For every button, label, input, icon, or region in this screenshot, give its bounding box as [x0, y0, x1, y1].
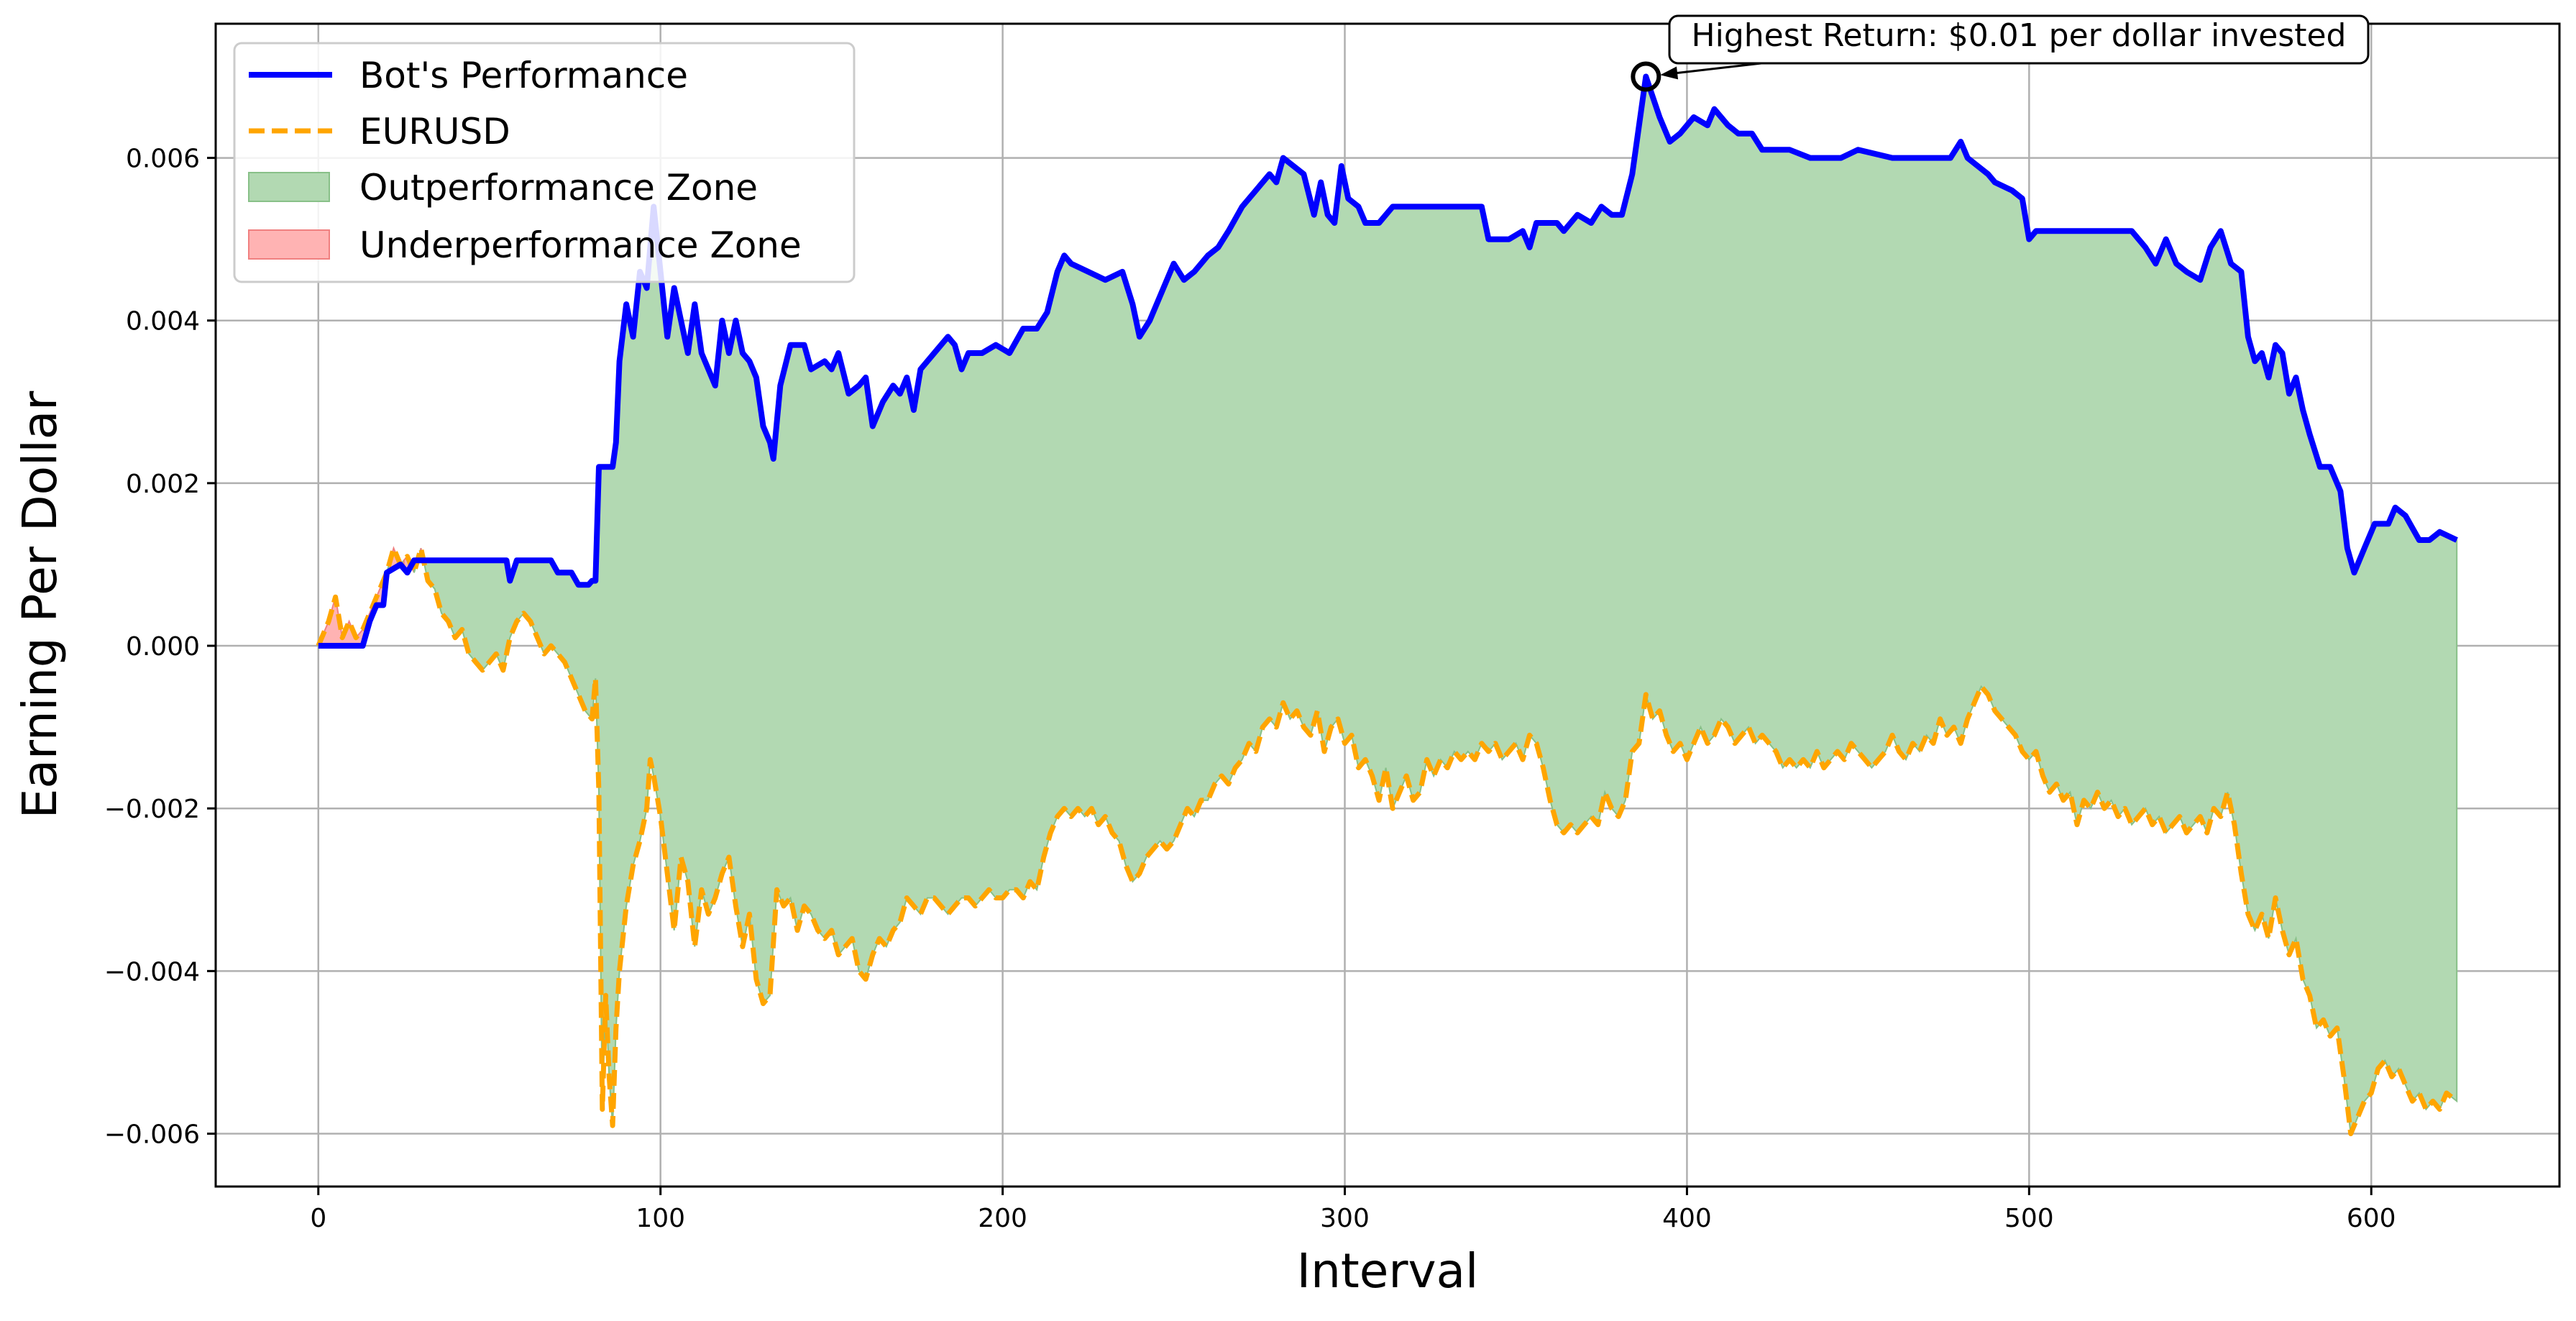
x-axis-title: Interval [1297, 1243, 1479, 1299]
annotation-text: Highest Return: $0.01 per dollar investe… [1692, 17, 2347, 54]
x-tick-label: 100 [636, 1204, 685, 1233]
x-tick-label: 200 [978, 1204, 1027, 1233]
y-tick-label: 0.000 [126, 632, 200, 662]
legend-label-underperformance: Underperformance Zone [359, 224, 802, 266]
x-tick-label: 600 [2347, 1204, 2396, 1233]
bot-performance-line [318, 73, 2458, 649]
annotation-arrow [1672, 62, 1762, 75]
legend-box [233, 42, 856, 283]
y-tick-label: −0.004 [104, 957, 200, 987]
highest-return-annotation: Highest Return: $0.01 per dollar investe… [1631, 14, 2370, 92]
y-tick-label: −0.006 [104, 1120, 200, 1150]
annotation-arrowhead [1660, 66, 1679, 80]
y-tick-label: −0.002 [104, 795, 200, 824]
legend-swatch-outperformance [248, 172, 330, 202]
y-axis-ticks: −0.006 −0.004 −0.002 0.000 0.002 0.004 0.006 [104, 145, 216, 1150]
legend-label-bot: Bot's Performance [359, 55, 688, 96]
legend-label-eurusd: EURUSD [359, 111, 510, 152]
annotation-box [1668, 14, 2370, 65]
y-axis-title: Earning Per Dollar [12, 390, 68, 818]
x-tick-label: 500 [2004, 1204, 2054, 1233]
x-tick-label: 400 [1662, 1204, 1712, 1233]
plot-frame [214, 22, 2561, 1188]
legend-swatch-underperformance [248, 229, 330, 260]
y-tick-label: 0.002 [126, 470, 200, 499]
highest-return-marker [1631, 61, 1661, 92]
legend: Bot's Performance EURUSD Outperformance … [233, 42, 856, 283]
eurusd-line [316, 545, 2459, 1136]
legend-label-outperformance: Outperformance Zone [359, 167, 758, 209]
y-tick-label: 0.006 [126, 145, 200, 174]
x-tick-label: 300 [1320, 1204, 1370, 1233]
x-axis-ticks: 0 100 200 300 400 500 600 [310, 1187, 2396, 1233]
x-tick-label: 0 [310, 1204, 326, 1233]
y-tick-label: 0.004 [126, 307, 200, 337]
